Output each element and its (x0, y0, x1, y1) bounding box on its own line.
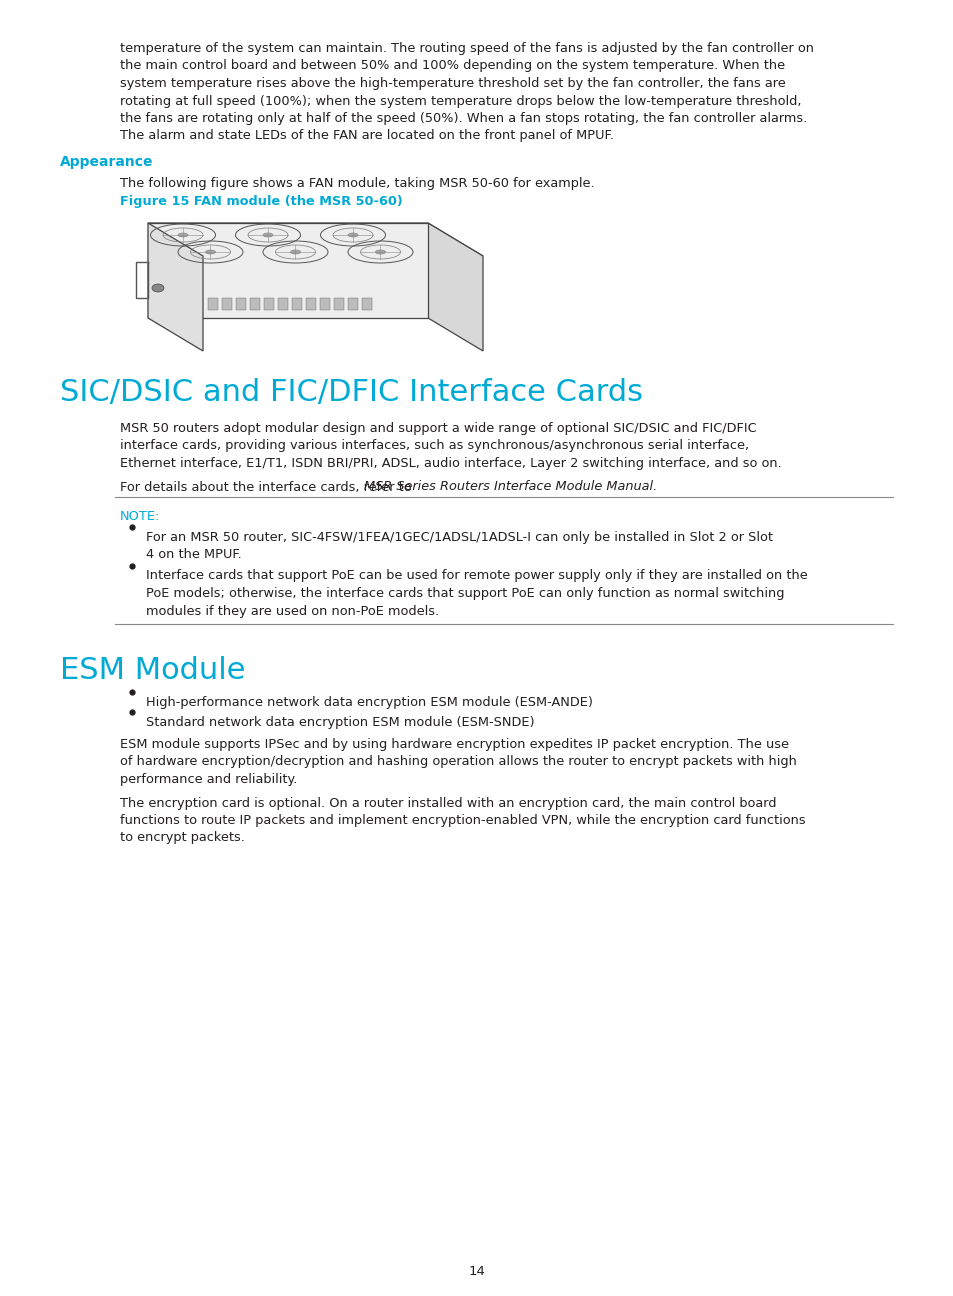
Polygon shape (208, 298, 218, 310)
Ellipse shape (348, 233, 357, 237)
Text: the main control board and between 50% and 100% depending on the system temperat: the main control board and between 50% a… (120, 60, 784, 73)
Text: MSR Series Routers Interface Module Manual.: MSR Series Routers Interface Module Manu… (363, 481, 657, 494)
Polygon shape (264, 298, 274, 310)
Polygon shape (428, 223, 482, 351)
Text: The following figure shows a FAN module, taking MSR 50-60 for example.: The following figure shows a FAN module,… (120, 178, 594, 191)
Polygon shape (222, 298, 232, 310)
Ellipse shape (152, 284, 164, 292)
Text: Ethernet interface, E1/T1, ISDN BRI/PRI, ADSL, audio interface, Layer 2 switchin: Ethernet interface, E1/T1, ISDN BRI/PRI,… (120, 457, 781, 470)
Ellipse shape (178, 233, 188, 237)
Text: NOTE:: NOTE: (120, 511, 160, 524)
Polygon shape (235, 298, 246, 310)
Text: functions to route IP packets and implement encryption-enabled VPN, while the en: functions to route IP packets and implem… (120, 814, 804, 827)
Polygon shape (250, 298, 260, 310)
Polygon shape (292, 298, 302, 310)
Text: ESM module supports IPSec and by using hardware encryption expedites IP packet e: ESM module supports IPSec and by using h… (120, 737, 788, 750)
Text: Appearance: Appearance (60, 156, 153, 168)
Text: Figure 15 FAN module (the MSR 50-60): Figure 15 FAN module (the MSR 50-60) (120, 194, 402, 207)
Polygon shape (348, 298, 357, 310)
Text: modules if they are used on non-PoE models.: modules if they are used on non-PoE mode… (146, 604, 438, 617)
Text: Interface cards that support PoE can be used for remote power supply only if the: Interface cards that support PoE can be … (146, 569, 807, 582)
Text: PoE models; otherwise, the interface cards that support PoE can only function as: PoE models; otherwise, the interface car… (146, 587, 783, 600)
Polygon shape (277, 298, 288, 310)
Ellipse shape (205, 250, 215, 254)
Text: ESM Module: ESM Module (60, 656, 245, 686)
Text: of hardware encryption/decryption and hashing operation allows the router to enc: of hardware encryption/decryption and ha… (120, 756, 796, 769)
Polygon shape (148, 223, 482, 257)
Text: the fans are rotating only at half of the speed (50%). When a fan stops rotating: the fans are rotating only at half of th… (120, 111, 806, 124)
Text: For an MSR 50 router, SIC-4FSW/1FEA/1GEC/1ADSL/1ADSL-I can only be installed in : For an MSR 50 router, SIC-4FSW/1FEA/1GEC… (146, 530, 772, 543)
Polygon shape (361, 298, 372, 310)
Text: 14: 14 (468, 1265, 485, 1278)
Polygon shape (319, 298, 330, 310)
Text: Standard network data encryption ESM module (ESM-SNDE): Standard network data encryption ESM mod… (146, 715, 534, 728)
Text: The encryption card is optional. On a router installed with an encryption card, : The encryption card is optional. On a ro… (120, 797, 776, 810)
Text: 4 on the MPUF.: 4 on the MPUF. (146, 548, 241, 561)
Text: rotating at full speed (100%); when the system temperature drops below the low-t: rotating at full speed (100%); when the … (120, 95, 801, 108)
Text: The alarm and state LEDs of the FAN are located on the front panel of MPUF.: The alarm and state LEDs of the FAN are … (120, 130, 613, 143)
Ellipse shape (263, 233, 273, 237)
Text: system temperature rises above the high-temperature threshold set by the fan con: system temperature rises above the high-… (120, 76, 785, 89)
Polygon shape (306, 298, 315, 310)
Ellipse shape (375, 250, 385, 254)
Text: SIC/DSIC and FIC/DFIC Interface Cards: SIC/DSIC and FIC/DFIC Interface Cards (60, 378, 642, 407)
Polygon shape (148, 223, 428, 318)
Text: For details about the interface cards, refer to: For details about the interface cards, r… (120, 481, 416, 494)
Polygon shape (334, 298, 344, 310)
Text: MSR 50 routers adopt modular design and support a wide range of optional SIC/DSI: MSR 50 routers adopt modular design and … (120, 422, 756, 435)
Text: performance and reliability.: performance and reliability. (120, 772, 297, 785)
Text: High-performance network data encryption ESM module (ESM-ANDE): High-performance network data encryption… (146, 696, 593, 709)
Polygon shape (148, 223, 203, 351)
Text: interface cards, providing various interfaces, such as synchronous/asynchronous : interface cards, providing various inter… (120, 439, 748, 452)
Text: to encrypt packets.: to encrypt packets. (120, 832, 245, 845)
Ellipse shape (291, 250, 300, 254)
Text: temperature of the system can maintain. The routing speed of the fans is adjuste: temperature of the system can maintain. … (120, 41, 813, 54)
